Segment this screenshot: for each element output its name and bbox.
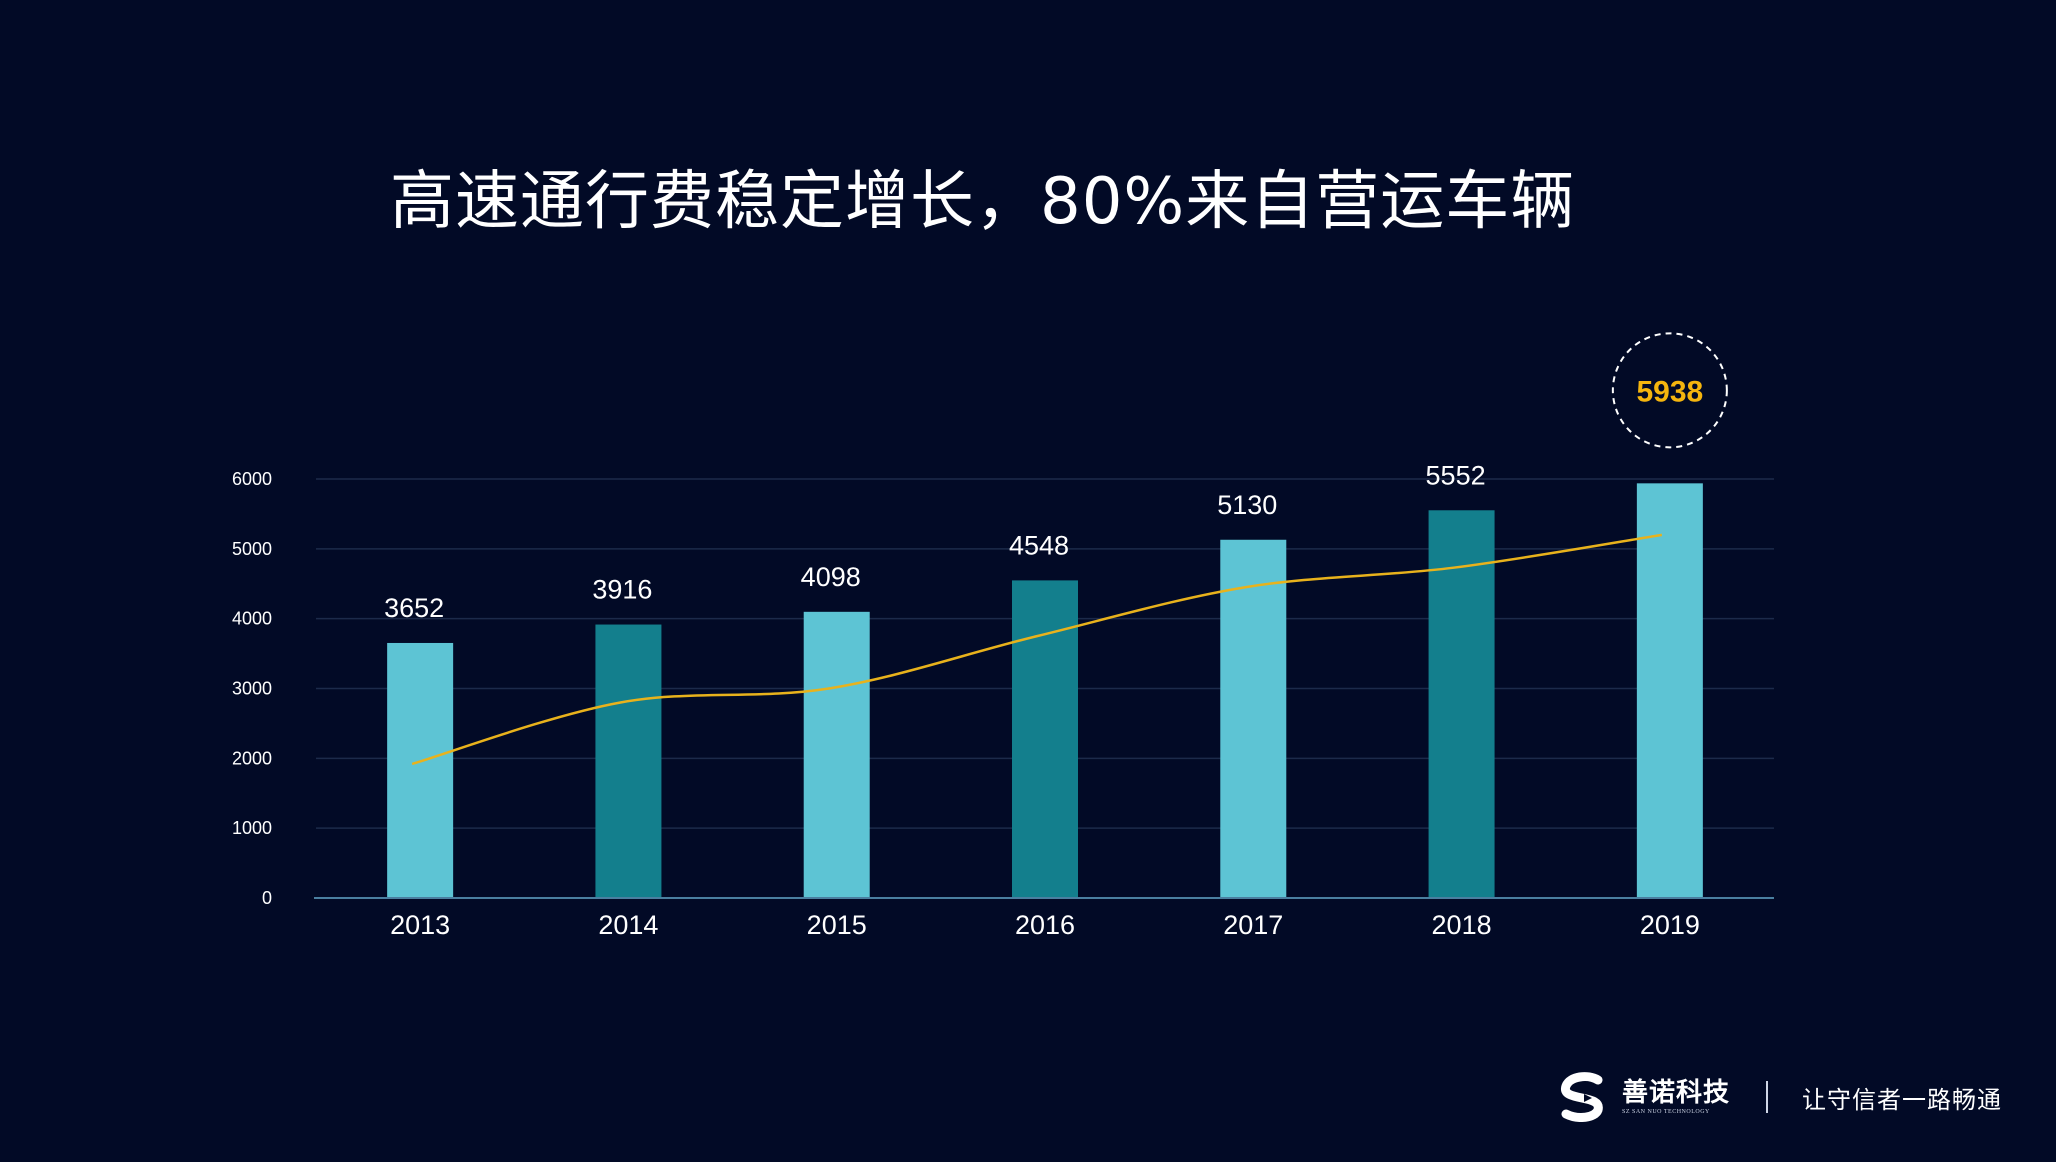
logo-subtitle: SZ SAN NUO TECHNOLOGY <box>1621 1109 1710 1115</box>
data-label: 5130 <box>1217 490 1277 520</box>
y-tick-label: 3000 <box>232 679 272 699</box>
x-tick-label: 2014 <box>598 910 658 940</box>
footer: 善诺科技 SZ SAN NUO TECHNOLOGY 让守信者一路畅通 <box>1558 1072 2002 1122</box>
bar-2014 <box>595 624 662 898</box>
y-tick-label: 4000 <box>232 609 272 629</box>
bar-2019 <box>1636 483 1703 898</box>
highlight-circle <box>1611 332 1728 449</box>
trend-line-layer <box>411 533 1663 766</box>
data-label: 3652 <box>384 593 444 623</box>
y-axis-ticks: 0 1000 2000 3000 4000 5000 6000 <box>232 469 272 908</box>
x-tick-label: 2016 <box>1015 910 1075 940</box>
footer-divider <box>1766 1081 1768 1113</box>
y-tick-label: 2000 <box>232 748 272 768</box>
bar-2017 <box>1220 539 1287 898</box>
data-label: 4548 <box>1009 530 1069 560</box>
logo-s-icon <box>1560 1072 1603 1122</box>
data-label-highlight: 5938 <box>1636 375 1703 408</box>
slogan: 让守信者一路畅通 <box>1802 1085 2002 1114</box>
y-tick-label: 6000 <box>232 469 272 489</box>
x-axis-ticks: 2013 2014 2015 2016 2017 2018 2019 <box>390 910 1700 940</box>
x-tick-label: 2019 <box>1640 910 1700 940</box>
data-label: 4098 <box>801 562 861 592</box>
bar-2013 <box>387 642 454 898</box>
bar-2015 <box>803 611 870 898</box>
slide-title: 高速通行费稳定增长，80%来自营运车辆 <box>390 165 1576 239</box>
logo-text: 善诺科技 <box>1621 1078 1730 1108</box>
trend-line <box>411 533 1663 766</box>
x-tick-label: 2018 <box>1432 910 1492 940</box>
data-label: 3916 <box>592 575 652 605</box>
y-tick-label: 5000 <box>232 539 272 559</box>
x-tick-label: 2017 <box>1223 910 1283 940</box>
bar-2018 <box>1428 510 1495 898</box>
bars <box>387 483 1703 898</box>
x-tick-label: 2013 <box>390 910 450 940</box>
x-tick-label: 2015 <box>807 910 867 940</box>
y-tick-label: 0 <box>262 888 272 908</box>
data-label: 5552 <box>1426 460 1486 490</box>
y-tick-label: 1000 <box>232 818 272 838</box>
brand-logo: 善诺科技 SZ SAN NUO TECHNOLOGY <box>1558 1072 1730 1122</box>
data-labels: 3652 3916 4098 4548 5130 5552 5938 <box>384 332 1728 623</box>
